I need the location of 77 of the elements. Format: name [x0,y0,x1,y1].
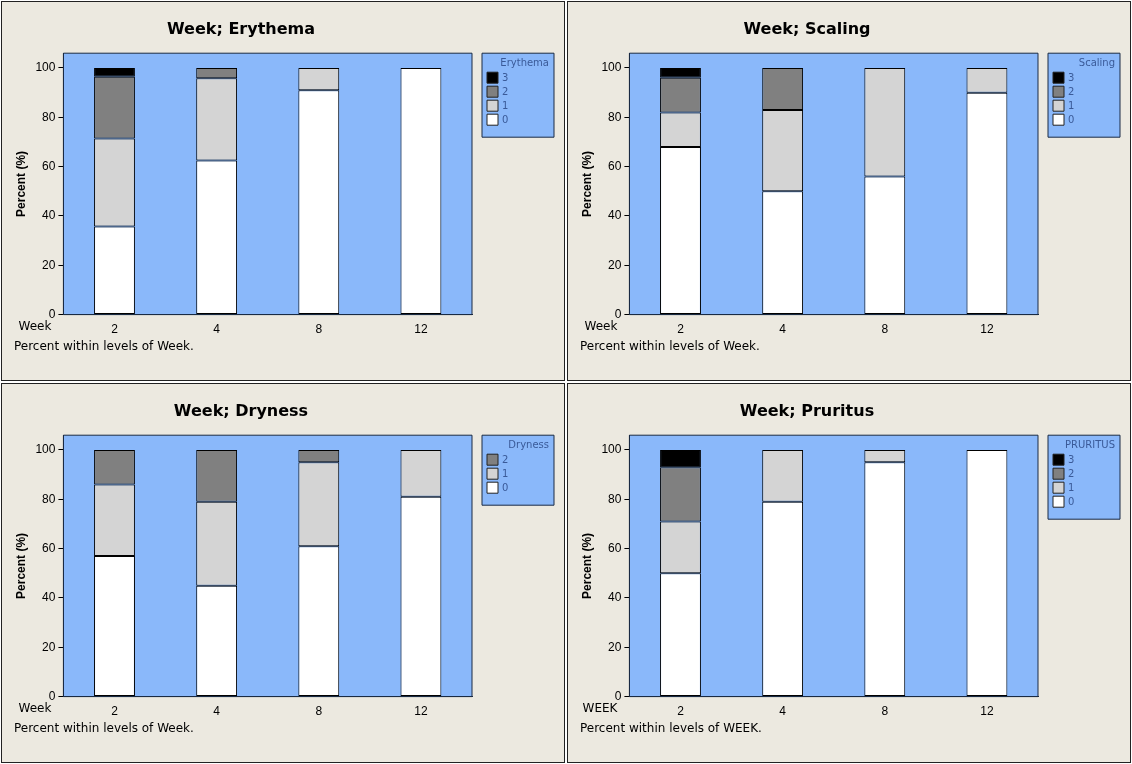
legend-label: 1 [1068,481,1075,493]
y-tick-label: 0 [614,306,622,321]
text: Percent within levels of Week. [14,720,194,735]
x-tick-label: 12 [980,322,994,337]
legend-label: 2 [502,453,509,465]
legend-label: 3 [1068,71,1075,83]
bar [660,450,701,468]
legend-label: 1 [502,99,509,111]
x-tick-label: 12 [414,704,428,719]
x-axis-title: Week [584,318,618,333]
legend-label: 2 [502,85,509,97]
chart-title: Week; Pruritus [739,400,875,420]
text: Percent within levels of WEEK. [580,720,762,735]
x-tick-label: 8 [315,704,323,719]
x-tick-label: 8 [881,322,889,337]
x-tick-label: 2 [111,322,119,337]
x-tick-label: 12 [414,322,428,337]
legend-label: 0 [1068,113,1075,125]
y-axis-title: Percent (%) [13,532,28,599]
x-tick-label: 2 [677,704,685,719]
legend-title: Dryness [508,438,549,450]
x-tick-label: 2 [111,704,119,719]
y-tick-label: 40 [608,590,622,605]
y-tick-label: 40 [42,208,56,223]
y-tick-label: 40 [42,590,56,605]
legend-label: 2 [1068,467,1075,479]
y-tick-label: 100 [601,442,622,457]
y-tick-label: 100 [35,60,56,75]
y-tick-label: 20 [608,639,622,654]
y-tick-label: 0 [48,688,56,703]
y-tick-label: 80 [42,491,56,506]
y-tick-label: 60 [608,158,622,173]
legend-label: 0 [1068,495,1075,507]
y-tick-label: 20 [42,639,56,654]
x-axis-title: Week [18,318,52,333]
x-tick-label: 4 [779,322,787,337]
y-tick-label: 80 [42,109,56,124]
y-tick-label: 20 [42,257,56,272]
legend-label: 1 [1068,99,1075,111]
y-tick-label: 100 [601,60,622,75]
y-tick-label: 80 [608,491,622,506]
chart-title: Week; Scaling [743,18,871,38]
y-axis-title: Percent (%) [13,150,28,217]
x-axis-title: WEEK [582,700,619,715]
chart-title: Week; Erythema [167,18,315,38]
legend-title: Erythema [500,56,549,68]
y-tick-label: 60 [42,158,56,173]
x-tick-label: 4 [213,704,221,719]
legend-label: 3 [1068,453,1075,465]
x-tick-label: 8 [881,704,889,719]
legend-title: Scaling [1078,56,1115,68]
x-axis-title: Week [18,700,52,715]
y-tick-label: 20 [608,257,622,272]
bar [94,68,135,77]
text: Percent within levels of Week. [580,338,760,353]
y-tick-label: 60 [608,540,622,555]
x-tick-label: 8 [315,322,323,337]
chart-title: Week; Dryness [173,400,309,420]
legend-label: 2 [1068,85,1075,97]
legend-label: 0 [502,113,509,125]
legend-label: 1 [502,467,509,479]
y-tick-label: 0 [48,306,56,321]
y-axis-title: Percent (%) [579,532,594,599]
legend-label: 0 [502,481,509,493]
legend-label: 3 [502,71,509,83]
y-axis-title: Percent (%) [579,150,594,217]
x-tick-label: 12 [980,704,994,719]
y-tick-label: 100 [35,442,56,457]
x-tick-label: 4 [213,322,221,337]
y-tick-label: 0 [614,688,622,703]
y-tick-label: 40 [608,208,622,223]
y-tick-label: 60 [42,540,56,555]
y-tick-label: 80 [608,109,622,124]
legend-title: PRURITUS [1065,438,1115,450]
x-tick-label: 2 [677,322,685,337]
x-tick-label: 4 [779,704,787,719]
text: Percent within levels of Week. [14,338,194,353]
